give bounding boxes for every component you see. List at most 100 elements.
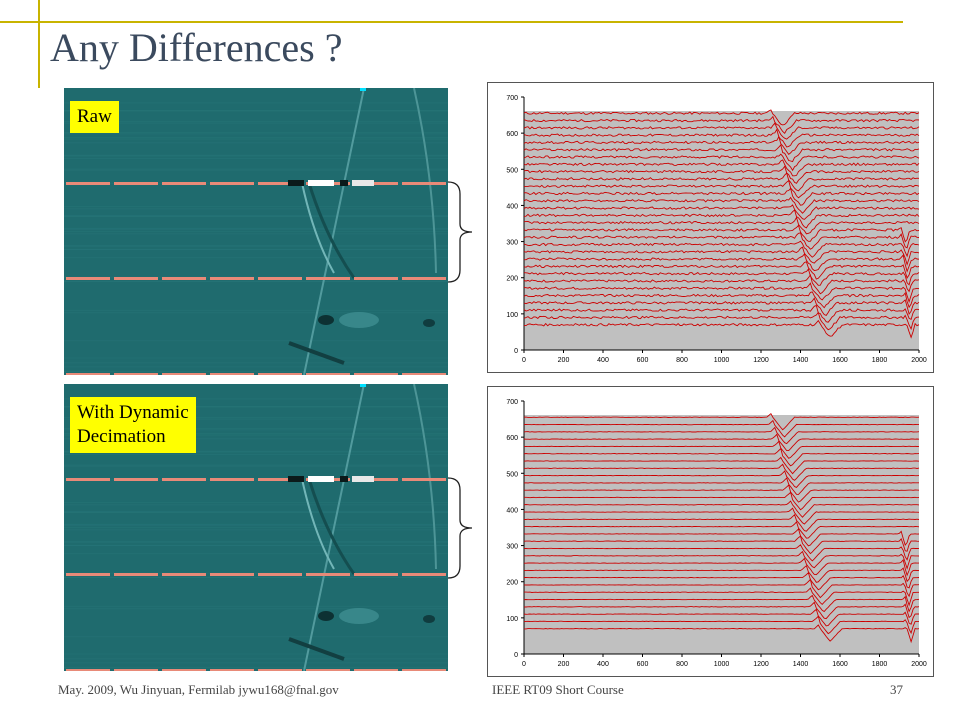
waveform-trace bbox=[523, 608, 920, 627]
x-tick-label: 0 bbox=[522, 661, 526, 668]
y-tick-label: 600 bbox=[506, 131, 518, 138]
diagonal-track bbox=[303, 384, 365, 671]
waveform-trace bbox=[523, 550, 920, 570]
y-tick-label: 700 bbox=[506, 399, 518, 406]
background-streak bbox=[64, 231, 448, 233]
plot-area bbox=[524, 415, 919, 654]
background-streak bbox=[64, 523, 448, 525]
channel-divider-segment bbox=[354, 182, 398, 185]
waveform-trace bbox=[523, 282, 920, 304]
x-tick-label: 800 bbox=[676, 357, 688, 364]
waveform-trace bbox=[523, 433, 920, 452]
background-streak bbox=[64, 418, 448, 420]
waveform-trace bbox=[523, 153, 920, 172]
waveform-trace bbox=[523, 594, 920, 613]
waveform-trace bbox=[523, 196, 920, 214]
channel-divider-segment bbox=[402, 277, 446, 280]
right-track bbox=[413, 384, 437, 570]
channel-divider-segment bbox=[402, 182, 446, 185]
background-streak bbox=[64, 215, 448, 217]
background-streak bbox=[64, 398, 448, 400]
title-underline-rule bbox=[0, 21, 903, 23]
background-streak bbox=[64, 154, 448, 156]
background-streak bbox=[64, 428, 448, 430]
background-streak bbox=[64, 608, 448, 610]
x-tick-label: 1800 bbox=[872, 357, 888, 364]
x-tick-label: 0 bbox=[522, 357, 526, 364]
background-streak bbox=[64, 136, 448, 138]
background-streak bbox=[64, 248, 448, 250]
waveform-trace bbox=[523, 246, 920, 267]
y-tick-label: 0 bbox=[514, 652, 518, 659]
y-tick-label: 300 bbox=[506, 240, 518, 247]
raw-waveform-chart: 0 100 200 300 400 500 600 700 0 200 400 600 800 1000 1… bbox=[487, 82, 934, 373]
y-tick-label: 100 bbox=[506, 616, 518, 623]
x-tick-label: 1800 bbox=[872, 661, 888, 668]
curved-track-light bbox=[301, 478, 335, 570]
waveform-trace bbox=[523, 304, 920, 323]
waveform-trace bbox=[523, 564, 920, 583]
lower-dark-track bbox=[288, 341, 345, 365]
channel-divider-segment bbox=[162, 373, 206, 375]
background-streak bbox=[64, 155, 448, 157]
waveform-trace bbox=[524, 571, 920, 591]
background-streak bbox=[64, 544, 448, 546]
channel-divider-segment bbox=[210, 277, 254, 280]
channel-divider-segment bbox=[306, 573, 350, 576]
curved-track-dark bbox=[307, 182, 356, 279]
waveform-trace bbox=[524, 624, 920, 644]
background-streak bbox=[64, 280, 448, 282]
x-tick-label: 600 bbox=[637, 661, 649, 668]
channel-divider-segment bbox=[258, 573, 302, 576]
curved-track-dark bbox=[307, 478, 356, 575]
background-streak bbox=[64, 280, 448, 282]
channel-divider-segment bbox=[162, 478, 206, 481]
curved-track-light bbox=[301, 182, 335, 274]
background-streak bbox=[64, 362, 448, 364]
saturation-mark bbox=[352, 476, 374, 482]
channel-divider-segment bbox=[354, 277, 398, 280]
channel-divider-segment bbox=[162, 277, 206, 280]
dark-blob bbox=[318, 315, 334, 325]
background-streak bbox=[64, 636, 448, 638]
channel-divider-segment bbox=[354, 373, 398, 375]
waveform-trace bbox=[523, 311, 920, 331]
waveform-trace bbox=[523, 470, 920, 488]
channel-divider-segment bbox=[162, 669, 206, 671]
background-streak bbox=[64, 406, 448, 408]
waveform-trace bbox=[523, 477, 919, 495]
footer-course: IEEE RT09 Short Course bbox=[492, 682, 624, 697]
y-tick-label: 200 bbox=[506, 580, 518, 587]
channel-divider-segment bbox=[210, 573, 254, 576]
channel-divider-segment bbox=[258, 277, 302, 280]
background-streak bbox=[64, 245, 448, 247]
waveform-trace bbox=[523, 115, 920, 135]
background-streak bbox=[64, 417, 448, 419]
background-streak bbox=[64, 662, 448, 664]
background-streak bbox=[64, 666, 448, 668]
channel-divider-segment bbox=[66, 573, 110, 576]
raw-waveform-image bbox=[64, 88, 448, 375]
left-accent-rule bbox=[38, 0, 40, 88]
background-streak bbox=[64, 215, 448, 217]
x-tick-label: 1000 bbox=[714, 357, 730, 364]
background-streak bbox=[64, 228, 448, 230]
background-streak bbox=[64, 276, 448, 278]
raw-image-drawing bbox=[64, 88, 448, 375]
waveform-trace bbox=[523, 109, 920, 126]
x-tick-label: 2000 bbox=[911, 357, 927, 364]
y-tick-label: 200 bbox=[506, 276, 518, 283]
waveform-trace bbox=[524, 484, 920, 503]
waveform-trace bbox=[523, 291, 920, 309]
waveform-trace bbox=[523, 143, 920, 163]
background-streak bbox=[64, 454, 448, 456]
background-streak bbox=[64, 122, 448, 124]
waveform-trace bbox=[523, 135, 920, 156]
background-streak bbox=[64, 309, 448, 311]
background-streak bbox=[64, 511, 448, 513]
background-streak bbox=[64, 102, 448, 104]
x-tick-label: 1200 bbox=[753, 357, 769, 364]
y-tick-label: 0 bbox=[514, 348, 518, 355]
waveform-trace bbox=[524, 557, 919, 577]
channel-divider-segment bbox=[162, 573, 206, 576]
